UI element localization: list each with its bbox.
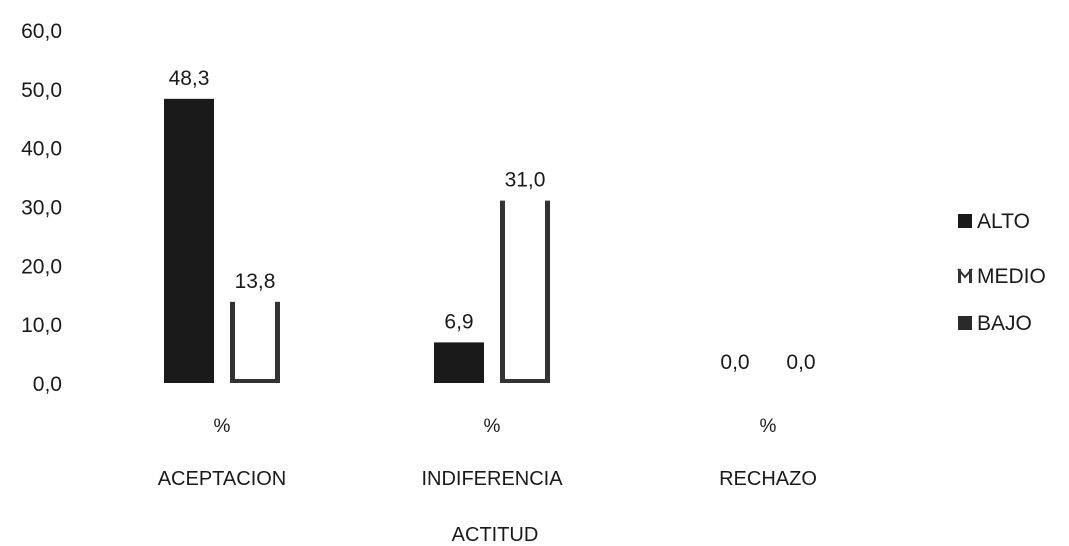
bar-alto xyxy=(434,342,484,383)
x-axis-title: ACTITUD xyxy=(452,524,539,546)
y-tick-label: 40,0 xyxy=(21,138,62,161)
legend-swatch xyxy=(958,316,972,330)
y-tick-label: 50,0 xyxy=(21,79,62,102)
legend-label: BAJO xyxy=(977,312,1032,335)
legend-item-bajo: BAJO xyxy=(958,312,1032,335)
y-tick-label: 20,0 xyxy=(21,255,62,278)
y-axis-ticks: 0,0 10,0 20,0 30,0 40,0 50,0 60,0 xyxy=(21,20,62,396)
legend-label: MEDIO xyxy=(977,265,1046,288)
data-label: 31,0 xyxy=(505,169,546,192)
legend-item-alto: ALTO xyxy=(958,210,1030,233)
category-label: RECHAZO xyxy=(719,468,817,490)
bar-alto xyxy=(164,98,214,384)
bar-medio xyxy=(500,200,550,383)
data-label: 0,0 xyxy=(786,351,815,374)
data-label: 13,8 xyxy=(235,270,276,293)
category-label: ACEPTACION xyxy=(158,468,287,490)
category-unit-label: % xyxy=(214,416,231,437)
category-unit-label: % xyxy=(760,416,777,437)
legend-swatch xyxy=(957,268,973,283)
y-tick-label: 60,0 xyxy=(21,20,62,43)
data-label: 6,9 xyxy=(444,310,473,333)
data-label: 0,0 xyxy=(720,351,749,374)
category-label: INDIFERENCIA xyxy=(421,468,563,490)
legend-label: ALTO xyxy=(977,210,1030,233)
bar-medio xyxy=(230,301,280,383)
data-label: 48,3 xyxy=(169,67,210,90)
legend: ALTO MEDIO BAJO xyxy=(957,210,1046,335)
y-tick-label: 0,0 xyxy=(33,373,62,396)
legend-item-medio: MEDIO xyxy=(957,265,1046,288)
y-tick-label: 30,0 xyxy=(21,197,62,220)
bars xyxy=(164,98,550,384)
y-tick-label: 10,0 xyxy=(21,314,62,337)
category-labels: % ACEPTACION% INDIFERENCIA% RECHAZO xyxy=(158,416,817,490)
legend-swatch xyxy=(958,214,972,228)
data-labels: 48,3 13,8 6,9 31,0 0,0 0,0 xyxy=(169,67,816,374)
category-unit-label: % xyxy=(484,416,501,437)
